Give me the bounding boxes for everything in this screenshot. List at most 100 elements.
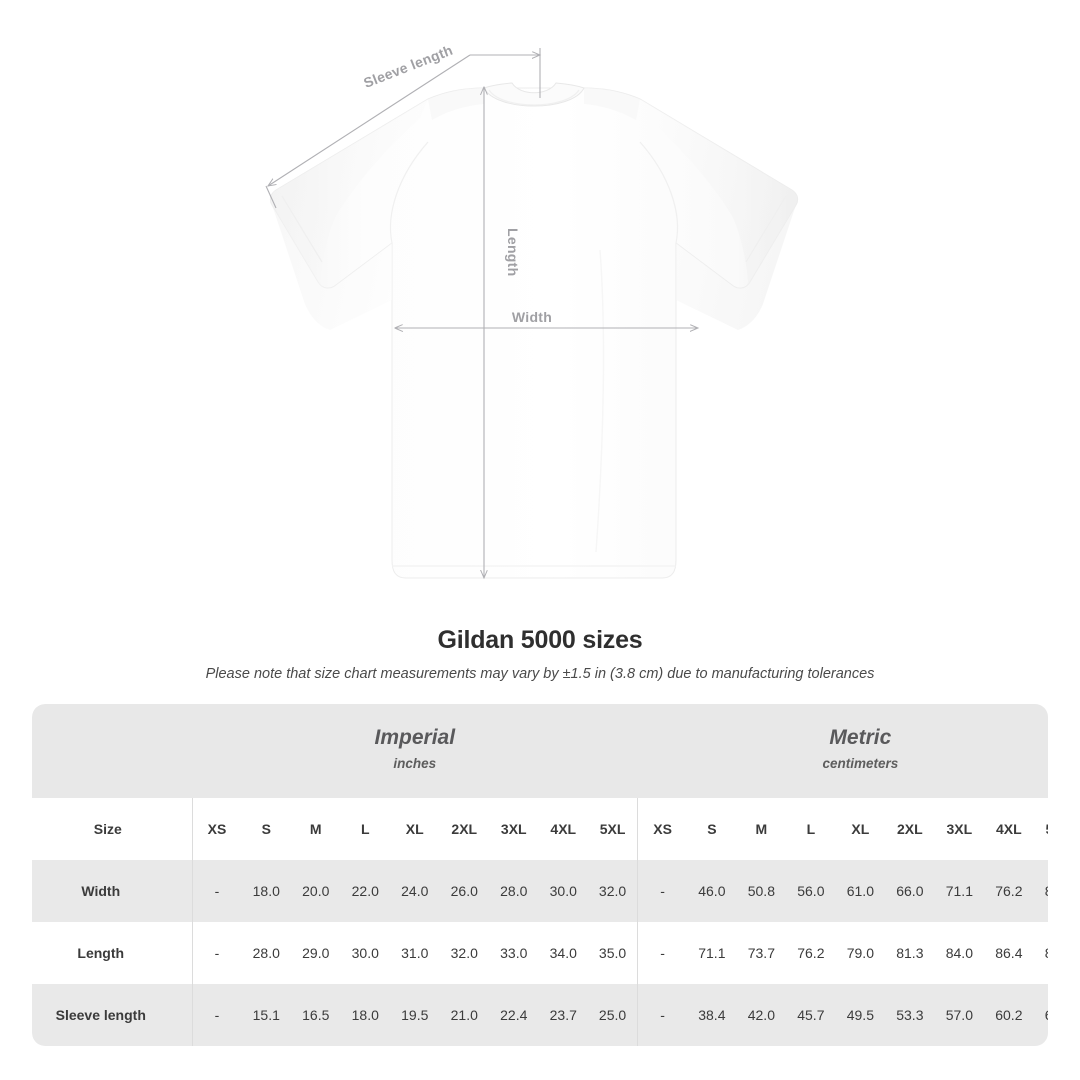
cell-width-metric-m: 50.8 — [736, 860, 787, 922]
cell-sleeve-length-metric-s: 38.4 — [687, 984, 737, 1046]
cell-length-imperial-xs: - — [191, 922, 242, 984]
sleeve-length-label: Sleeve length — [361, 42, 455, 91]
tolerance-note: Please note that size chart measurements… — [205, 666, 875, 682]
cell-sleeve-length-imperial-4xl: 23.7 — [538, 984, 588, 1046]
unit-spacer — [32, 704, 192, 798]
cell-sleeve-length-metric-4xl: 60.2 — [984, 984, 1034, 1046]
size-header-metric-xl: XL — [835, 798, 886, 860]
cell-width-imperial-3xl: 28.0 — [489, 860, 539, 922]
cell-sleeve-length-metric-l: 45.7 — [786, 984, 836, 1046]
cell-sleeve-length-imperial-xs: - — [191, 984, 242, 1046]
cell-sleeve-length-metric-xl: 49.5 — [835, 984, 886, 1046]
cell-width-imperial-4xl: 30.0 — [538, 860, 588, 922]
cell-width-metric-4xl: 76.2 — [984, 860, 1034, 922]
cell-length-metric-4xl: 86.4 — [984, 922, 1034, 984]
cell-sleeve-length-metric-5xl: 63.5 — [1033, 984, 1048, 1046]
cell-width-metric-xs: - — [637, 860, 688, 922]
size-header-metric-2xl: 2XL — [885, 798, 935, 860]
size-table: Imperial inches Metric centimeters Size … — [32, 704, 1048, 1046]
size-header-label: Size — [32, 798, 192, 860]
cell-sleeve-length-imperial-3xl: 22.4 — [489, 984, 539, 1046]
cell-sleeve-length-metric-m: 42.0 — [736, 984, 787, 1046]
cell-width-metric-3xl: 71.1 — [934, 860, 985, 922]
cell-length-imperial-xl: 31.0 — [390, 922, 440, 984]
unit-metric: Metric centimeters — [637, 704, 1048, 798]
cell-width-metric-xl: 61.0 — [835, 860, 886, 922]
cell-width-metric-s: 46.0 — [687, 860, 737, 922]
size-header-imperial-5xl: 5XL — [588, 798, 638, 860]
cell-length-imperial-s: 28.0 — [241, 922, 291, 984]
length-label: Length — [505, 228, 521, 276]
cell-length-metric-s: 71.1 — [687, 922, 737, 984]
size-table-body: Width -18.0 20.0 22.0 24.0 26.0 28.0 30.0 32.0-4… — [32, 860, 1048, 1046]
width-label: Width — [512, 309, 552, 325]
cell-length-metric-2xl: 81.3 — [885, 922, 935, 984]
size-header-metric-s: S — [687, 798, 737, 860]
size-header-imperial-xs: XS — [191, 798, 242, 860]
cell-length-metric-3xl: 84.0 — [934, 922, 985, 984]
cell-sleeve-length-imperial-m: 16.5 — [291, 984, 341, 1046]
cell-length-imperial-m: 29.0 — [291, 922, 341, 984]
unit-banner-row: Imperial inches Metric centimeters — [32, 704, 1048, 798]
cell-width-imperial-xl: 24.0 — [390, 860, 440, 922]
size-header-metric-xs: XS — [637, 798, 688, 860]
table-row: Width -18.0 20.0 22.0 24.0 26.0 28.0 30.0 32.0-4… — [32, 860, 1048, 922]
cell-length-metric-5xl: 89.0 — [1033, 922, 1048, 984]
cell-length-imperial-3xl: 33.0 — [489, 922, 539, 984]
cell-length-imperial-l: 30.0 — [340, 922, 390, 984]
cell-width-imperial-xs: - — [191, 860, 242, 922]
cell-width-imperial-5xl: 32.0 — [588, 860, 638, 922]
heading-block: Gildan 5000 sizes Please note that size … — [0, 626, 1080, 682]
cell-sleeve-length-imperial-2xl: 21.0 — [439, 984, 489, 1046]
cell-length-imperial-4xl: 34.0 — [538, 922, 588, 984]
cell-sleeve-length-metric-3xl: 57.0 — [934, 984, 985, 1046]
table-row: Sleeve length -15.1 16.5 18.0 19.5 21.0 22.4 23… — [32, 984, 1048, 1046]
cell-sleeve-length-imperial-l: 18.0 — [340, 984, 390, 1046]
cell-length-metric-xl: 79.0 — [835, 922, 886, 984]
size-header-imperial-3xl: 3XL — [489, 798, 539, 860]
cell-sleeve-length-imperial-5xl: 25.0 — [588, 984, 638, 1046]
cell-width-imperial-s: 18.0 — [241, 860, 291, 922]
cell-width-imperial-l: 22.0 — [340, 860, 390, 922]
cell-width-imperial-2xl: 26.0 — [439, 860, 489, 922]
row-label-length: Length — [32, 922, 192, 984]
unit-metric-name: Metric — [829, 725, 892, 749]
size-header-imperial-s: S — [241, 798, 291, 860]
size-header-metric-5xl: 5XL — [1033, 798, 1048, 860]
unit-imperial-name: Imperial — [374, 725, 456, 749]
unit-imperial: Imperial inches — [192, 704, 638, 798]
cell-width-metric-l: 56.0 — [786, 860, 836, 922]
size-header-row: Size XS S M L XL 2XL 3XL 4XL 5XL XS S M L XL 2XL 3XL 4XL… — [32, 798, 1048, 860]
tshirt-illustration — [269, 82, 799, 579]
size-header-imperial-xl: XL — [390, 798, 440, 860]
unit-metric-sub: centimeters — [822, 756, 899, 772]
page-title: Gildan 5000 sizes — [437, 626, 643, 654]
cell-sleeve-length-metric-2xl: 53.3 — [885, 984, 935, 1046]
width-dimension: Width — [396, 309, 698, 328]
cell-sleeve-length-metric-xs: - — [637, 984, 688, 1046]
cell-width-metric-5xl: 81.3 — [1033, 860, 1048, 922]
cell-length-imperial-2xl: 32.0 — [439, 922, 489, 984]
size-header-metric-3xl: 3XL — [934, 798, 985, 860]
cell-length-metric-l: 76.2 — [786, 922, 836, 984]
size-header-metric-m: M — [736, 798, 787, 860]
tshirt-diagram: Sleeve length Length Width — [265, 42, 799, 612]
size-table-container: Imperial inches Metric centimeters Size … — [32, 704, 1048, 1046]
unit-imperial-sub: inches — [393, 756, 437, 772]
cell-width-imperial-m: 20.0 — [291, 860, 341, 922]
cell-width-metric-2xl: 66.0 — [885, 860, 935, 922]
length-dimension: Length — [484, 88, 521, 578]
size-header-metric-l: L — [786, 798, 836, 860]
cell-sleeve-length-imperial-s: 15.1 — [241, 984, 291, 1046]
size-header-metric-4xl: 4XL — [984, 798, 1034, 860]
table-row: Length -28.0 29.0 30.0 31.0 32.0 33.0 34.0 35.0-… — [32, 922, 1048, 984]
row-label-sleeve-length: Sleeve length — [32, 984, 192, 1046]
cell-length-imperial-5xl: 35.0 — [588, 922, 638, 984]
size-header-imperial-m: M — [291, 798, 341, 860]
cell-length-metric-m: 73.7 — [736, 922, 787, 984]
size-header-imperial-l: L — [340, 798, 390, 860]
cell-length-metric-xs: - — [637, 922, 688, 984]
size-header-imperial-2xl: 2XL — [439, 798, 489, 860]
size-header-imperial-4xl: 4XL — [538, 798, 588, 860]
